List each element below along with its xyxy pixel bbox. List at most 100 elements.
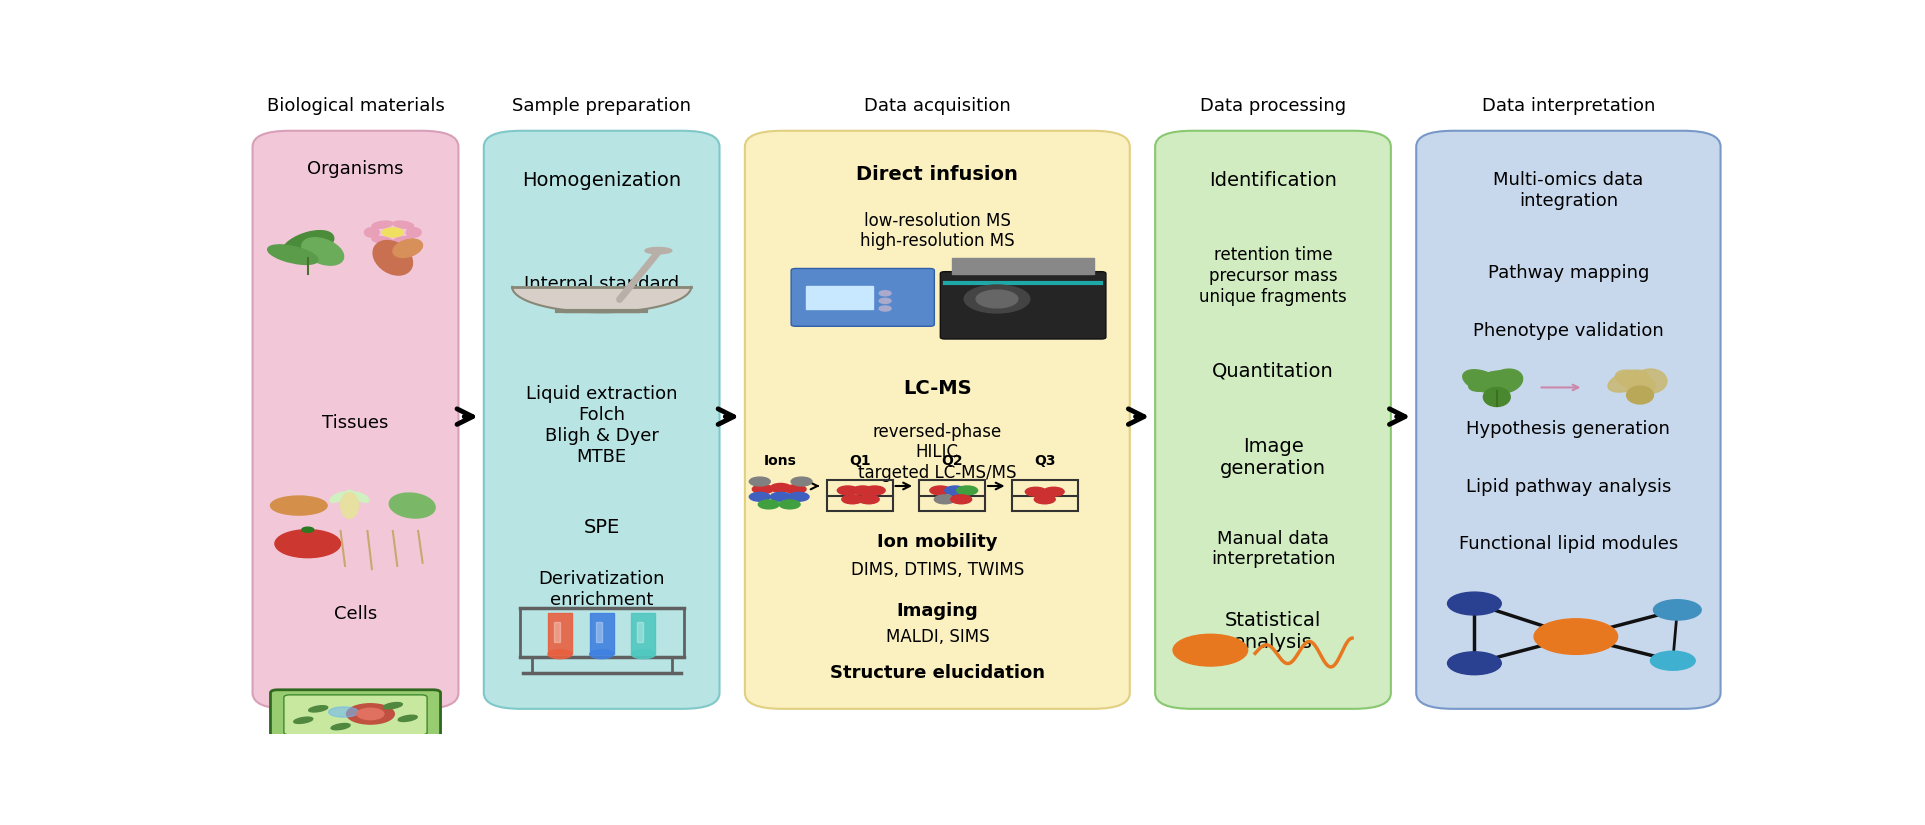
Circle shape	[758, 500, 780, 509]
Ellipse shape	[1463, 370, 1502, 393]
FancyBboxPatch shape	[1155, 130, 1392, 709]
Bar	[637, 622, 643, 642]
Bar	[953, 257, 1093, 274]
FancyBboxPatch shape	[483, 130, 720, 709]
Ellipse shape	[308, 705, 327, 712]
Text: Sample preparation: Sample preparation	[512, 97, 691, 115]
Ellipse shape	[393, 221, 414, 229]
Text: Pathway mapping: Pathway mapping	[1488, 264, 1650, 281]
Text: Derivatization
enrichment: Derivatization enrichment	[539, 570, 664, 609]
Text: Organisms: Organisms	[308, 160, 404, 178]
Text: Imaging: Imaging	[897, 602, 978, 620]
Circle shape	[930, 486, 951, 495]
Ellipse shape	[372, 237, 393, 243]
Text: DIMS, DTIMS, TWIMS: DIMS, DTIMS, TWIMS	[851, 562, 1024, 579]
Text: Functional lipid modules: Functional lipid modules	[1459, 535, 1679, 554]
Ellipse shape	[389, 493, 435, 518]
Circle shape	[785, 485, 807, 493]
FancyBboxPatch shape	[252, 130, 458, 709]
Circle shape	[1650, 651, 1696, 670]
Circle shape	[1026, 488, 1047, 496]
Text: Homogenization: Homogenization	[522, 172, 681, 191]
Bar	[554, 622, 560, 642]
Text: Internal standard
selection: Internal standard selection	[524, 276, 680, 314]
Ellipse shape	[302, 527, 314, 532]
FancyBboxPatch shape	[745, 130, 1130, 709]
Circle shape	[880, 290, 891, 296]
FancyBboxPatch shape	[283, 695, 427, 735]
Circle shape	[787, 493, 808, 502]
Circle shape	[780, 500, 801, 509]
Bar	[631, 613, 654, 654]
Text: Quantitation: Quantitation	[1213, 362, 1334, 381]
Circle shape	[749, 493, 770, 502]
Circle shape	[275, 530, 341, 558]
Text: Q1: Q1	[849, 454, 870, 468]
Ellipse shape	[1615, 370, 1656, 392]
Ellipse shape	[268, 245, 318, 264]
Circle shape	[1534, 619, 1617, 654]
Text: Data acquisition: Data acquisition	[864, 97, 1011, 115]
Ellipse shape	[631, 650, 654, 658]
Text: Direct infusion: Direct infusion	[857, 166, 1018, 185]
Text: Biological materials: Biological materials	[266, 97, 445, 115]
Circle shape	[864, 486, 886, 495]
Ellipse shape	[281, 231, 333, 260]
Bar	[549, 613, 572, 654]
Circle shape	[951, 495, 972, 504]
Ellipse shape	[1484, 388, 1511, 407]
Text: Q2: Q2	[941, 454, 962, 468]
Ellipse shape	[1607, 370, 1648, 392]
Circle shape	[837, 486, 859, 495]
Ellipse shape	[364, 228, 379, 237]
Text: Cells: Cells	[333, 605, 377, 623]
Text: Structure elucidation: Structure elucidation	[830, 664, 1045, 682]
Text: Data processing: Data processing	[1199, 97, 1346, 115]
Bar	[807, 286, 874, 309]
Circle shape	[749, 477, 770, 486]
Text: Ions: Ions	[764, 454, 797, 468]
FancyBboxPatch shape	[939, 271, 1107, 339]
Ellipse shape	[295, 717, 312, 724]
Ellipse shape	[1627, 386, 1654, 404]
Circle shape	[841, 495, 862, 504]
Ellipse shape	[383, 703, 402, 709]
Ellipse shape	[1634, 369, 1667, 394]
Circle shape	[1034, 495, 1055, 504]
Text: low-resolution MS
high-resolution MS: low-resolution MS high-resolution MS	[860, 212, 1014, 251]
Circle shape	[1448, 592, 1502, 615]
Text: Image
generation: Image generation	[1220, 437, 1326, 478]
FancyBboxPatch shape	[270, 690, 441, 741]
Ellipse shape	[372, 221, 393, 229]
Circle shape	[791, 477, 812, 486]
Text: Tissues: Tissues	[321, 414, 389, 432]
Ellipse shape	[302, 238, 345, 265]
Bar	[828, 480, 893, 511]
Ellipse shape	[329, 707, 358, 717]
Text: LC-MS: LC-MS	[903, 380, 972, 398]
Ellipse shape	[329, 493, 346, 502]
Text: Phenotype validation: Phenotype validation	[1473, 322, 1663, 340]
Text: SPE: SPE	[583, 518, 620, 537]
Circle shape	[383, 228, 402, 237]
Circle shape	[957, 486, 978, 495]
Text: Q3: Q3	[1034, 454, 1055, 468]
Circle shape	[753, 485, 774, 493]
Text: Statistical
analysis: Statistical analysis	[1224, 610, 1321, 652]
Text: Ion mobility: Ion mobility	[878, 532, 997, 550]
Bar	[589, 613, 614, 654]
Bar	[595, 622, 603, 642]
Circle shape	[346, 704, 395, 724]
Circle shape	[945, 486, 966, 495]
Text: MALDI, SIMS: MALDI, SIMS	[886, 628, 989, 646]
Ellipse shape	[589, 650, 614, 658]
Text: Multi-omics data
integration: Multi-omics data integration	[1494, 172, 1644, 210]
Circle shape	[964, 285, 1030, 313]
Circle shape	[880, 306, 891, 311]
FancyBboxPatch shape	[791, 268, 934, 327]
Text: Lipid pathway analysis: Lipid pathway analysis	[1465, 478, 1671, 496]
Circle shape	[770, 493, 791, 502]
Text: retention time
precursor mass
unique fragments: retention time precursor mass unique fra…	[1199, 247, 1348, 306]
Ellipse shape	[393, 237, 414, 243]
Ellipse shape	[398, 715, 418, 722]
